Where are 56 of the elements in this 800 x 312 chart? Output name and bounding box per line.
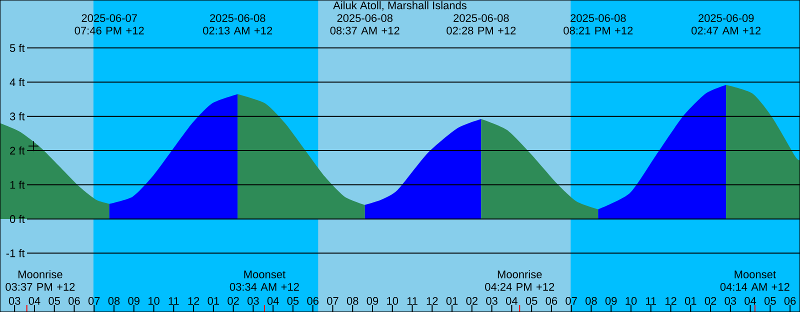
x-tick-label: 07	[327, 297, 338, 305]
x-tick-label: 04	[744, 297, 756, 305]
x-tick-label: 03	[486, 297, 498, 305]
x-tick-label: 05	[287, 297, 299, 305]
ref-line-label: Moonset 04:14 AM +12	[720, 270, 790, 291]
x-tick-label: 01	[446, 297, 458, 305]
x-tick-label: 02	[228, 297, 239, 305]
x-tick-label: 03	[724, 297, 736, 305]
annotation: 2025-06-08 08:21 PM +12	[564, 14, 633, 34]
x-tick-label: 07	[566, 297, 577, 305]
x-tick-label: 08	[346, 297, 358, 305]
x-tick-label: 09	[128, 297, 140, 305]
x-tick-label: 06	[307, 297, 318, 305]
x-tick-label: 07	[88, 297, 100, 305]
chart-title: Ailuk Atoll, Marshall Islands	[333, 1, 467, 11]
x-tick-label: 01	[208, 297, 219, 305]
x-tick-label: 05	[48, 297, 60, 305]
y-tick-label: 5 ft	[10, 44, 25, 52]
x-tick-label: 10	[626, 297, 637, 305]
y-tick-label: 4 ft	[10, 78, 25, 86]
ref-line-label: Moonrise 03:37 PM +12	[6, 270, 75, 291]
x-tick-label: 11	[646, 297, 656, 305]
y-tick-label: 3 ft	[10, 112, 25, 120]
y-tick-label: 2 ft	[10, 146, 25, 155]
x-tick-label: 09	[605, 297, 617, 305]
x-tick-label: 05	[764, 297, 776, 305]
x-tick-label: 06	[784, 297, 796, 305]
x-tick-label: 03	[248, 297, 259, 305]
x-tick-label: 10	[387, 297, 398, 305]
x-tick-label: 11	[168, 297, 179, 305]
x-tick-label: 01	[684, 297, 696, 305]
x-tick-label: 09	[366, 297, 378, 305]
x-tick-label: 04	[506, 297, 518, 305]
x-tick-label: 02	[466, 297, 478, 305]
y-tick-label: -1 ft	[6, 249, 25, 258]
x-tick-label: 05	[526, 297, 538, 305]
x-tick-label: 08	[108, 297, 120, 305]
x-tick-label: 12	[665, 297, 676, 305]
x-tick-label: 08	[586, 297, 597, 305]
x-tick-label: 12	[188, 297, 200, 305]
annotation: 2025-06-08 02:13 AM +12	[203, 14, 272, 34]
x-tick-label: 02	[704, 297, 716, 305]
annotation: 2025-06-08 02:28 PM +12	[446, 14, 516, 34]
ref-line-label: Moonrise 04:24 PM +12	[485, 270, 554, 291]
ref-line-label: Moonset 03:34 AM +12	[230, 270, 299, 291]
x-tick-label: 06	[546, 297, 558, 305]
annotation: 2025-06-08 08:37 AM +12	[330, 14, 400, 34]
x-tick-label: 12	[426, 297, 438, 305]
x-tick-label: 04	[28, 297, 40, 305]
y-tick-label: 1 ft	[10, 180, 25, 189]
x-tick-label: 03	[8, 297, 20, 305]
x-tick-label: 10	[148, 297, 160, 305]
annotation: 2025-06-09 02:47 AM +12	[692, 14, 761, 34]
x-tick-label: 06	[68, 297, 80, 305]
x-tick-label: 11	[407, 297, 418, 305]
x-tick-label: 04	[267, 297, 279, 305]
